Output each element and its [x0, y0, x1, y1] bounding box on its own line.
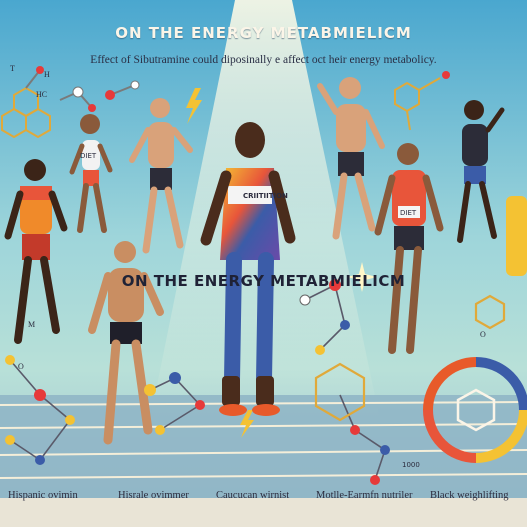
page-subtitle: Effect of Sibutramine could diposinally …	[90, 54, 437, 66]
molecule-label-t: T	[10, 64, 15, 73]
atoms-top-left	[36, 66, 140, 112]
atom-top-right	[442, 71, 450, 79]
hexagon-ring-bottom	[314, 294, 506, 422]
runner-center	[200, 122, 296, 416]
overlay-headline: ON THE ENERGY METABMIELICM	[121, 272, 406, 290]
page-title: ON THE ENERGY METABMIELICM	[115, 24, 412, 42]
bottom-label-2: Hisrale ovimmer	[118, 490, 189, 501]
circular-diagram-hexagon	[456, 388, 496, 432]
molecule-label-mark: M	[28, 320, 36, 329]
runner-back-left	[69, 114, 113, 233]
bottom-label-3: Caucucan wirnist	[216, 490, 290, 501]
molecule-label-ring-o: O	[480, 330, 486, 339]
lightning-right	[240, 410, 254, 438]
running-track	[0, 395, 527, 527]
runner-front-left	[88, 241, 164, 445]
bib-back-left: DIET	[80, 152, 97, 160]
molecule-label-h: H	[44, 70, 50, 79]
atoms-bottom	[5, 279, 390, 485]
lightning-left	[186, 88, 202, 124]
molecule-label-hc: HC	[36, 90, 48, 99]
molecule-top-right	[394, 77, 441, 131]
runner-far-right	[457, 100, 527, 276]
bottom-label-5: Black weighlifting	[430, 490, 509, 501]
circular-diagram	[423, 357, 527, 463]
runner-left	[4, 159, 68, 344]
molecule-label-o: O	[18, 362, 24, 371]
bib-badge: CRIITIITION	[243, 192, 288, 200]
sparkle-icon	[347, 262, 377, 292]
runner-back-center	[129, 98, 193, 254]
bottom-label-4: Motlle-Earmfn nutriler	[316, 490, 413, 501]
runner-right	[374, 143, 444, 354]
corner-note: 1000	[402, 461, 420, 469]
molecule-network-bottom	[9, 284, 386, 481]
bottom-label-1: Hispanic ovimin	[8, 490, 78, 501]
bib-right: DIET	[400, 209, 417, 217]
runner-back-right	[317, 77, 385, 240]
